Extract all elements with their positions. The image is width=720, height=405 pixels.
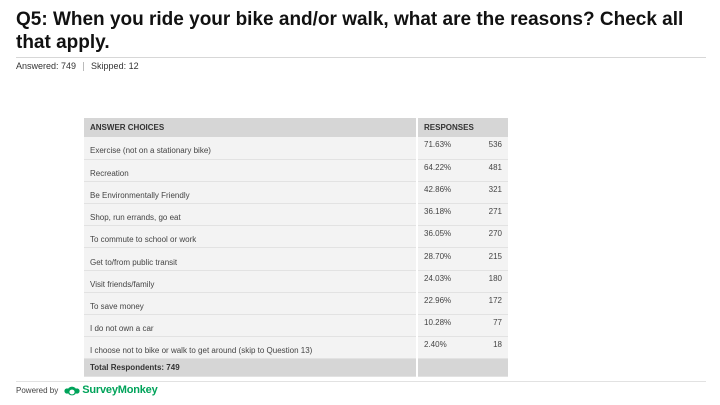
response-percent-cell: 10.28% — [416, 314, 473, 338]
answer-choice-cell: Be Environmentally Friendly — [84, 181, 417, 205]
response-percent-cell: 64.22% — [416, 159, 473, 182]
response-count-cell: 270 — [473, 225, 508, 249]
table-row: To save money 22.96% 172 — [84, 292, 508, 316]
response-count-cell: 215 — [473, 247, 508, 271]
answer-choice-cell: Shop, run errands, go eat — [84, 203, 417, 227]
response-count-cell: 536 — [473, 137, 508, 160]
answer-choice-cell: I choose not to bike or walk to get arou… — [84, 336, 417, 360]
table-row: Visit friends/family 24.03% 180 — [84, 270, 508, 293]
answer-choice-cell: To save money — [84, 292, 417, 316]
table-row: Recreation 64.22% 481 — [84, 159, 508, 182]
header-responses: RESPONSES — [416, 118, 508, 137]
response-percent-cell: 42.86% — [416, 181, 473, 205]
response-percent-cell: 28.70% — [416, 247, 473, 271]
footer-divider — [16, 381, 706, 382]
powered-by-footer: Powered by SurveyMonkey — [16, 384, 158, 396]
logo-wordmark: SurveyMonkey — [82, 384, 158, 396]
meta-separator — [83, 61, 85, 71]
table-row: Get to/from public transit 28.70% 215 — [84, 247, 508, 271]
table-row: Exercise (not on a stationary bike) 71.63… — [84, 137, 508, 160]
response-count-cell: 18 — [473, 336, 508, 360]
monkey-logo-icon — [64, 386, 80, 395]
answer-choice-cell: To commute to school or work — [84, 225, 417, 249]
table-footer-row: Total Respondents: 749 — [84, 358, 508, 378]
responses-table: ANSWER CHOICES RESPONSES Exercise (not o… — [84, 118, 508, 378]
response-count-cell: 77 — [473, 314, 508, 338]
table-row: To commute to school or work 36.05% 270 — [84, 225, 508, 249]
answer-choice-cell: Visit friends/family — [84, 270, 417, 293]
skipped-count: Skipped: 12 — [91, 61, 139, 71]
table-row: Shop, run errands, go eat 36.18% 271 — [84, 203, 508, 227]
response-count-cell: 321 — [473, 181, 508, 205]
response-count-cell: 481 — [473, 159, 508, 182]
answer-choice-cell: Recreation — [84, 159, 417, 182]
response-count-cell: 180 — [473, 270, 508, 293]
table-row: I do not own a car 10.28% 77 — [84, 314, 508, 338]
answered-count: Answered: 749 — [16, 61, 77, 71]
table-header-row: ANSWER CHOICES RESPONSES — [84, 118, 508, 137]
response-count-cell: 172 — [473, 292, 508, 316]
powered-by-label: Powered by — [16, 385, 59, 395]
response-percent-cell: 24.03% — [416, 270, 473, 293]
response-percent-cell: 71.63% — [416, 137, 473, 160]
footer-empty-cell — [416, 358, 508, 378]
answer-choice-cell: I do not own a car — [84, 314, 417, 338]
response-percent-cell: 22.96% — [416, 292, 473, 316]
response-meta: Answered: 749 Skipped: 12 — [16, 61, 139, 71]
response-percent-cell: 36.18% — [416, 203, 473, 227]
response-percent-cell: 36.05% — [416, 225, 473, 249]
title-divider — [16, 57, 706, 58]
question-title: Q5: When you ride your bike and/or walk,… — [16, 9, 684, 53]
table-row: Be Environmentally Friendly 42.86% 321 — [84, 181, 508, 205]
response-percent-cell: 2.40% — [416, 336, 473, 360]
header-answer-choices: ANSWER CHOICES — [84, 118, 417, 137]
response-count-cell: 271 — [473, 203, 508, 227]
table-row: I choose not to bike or walk to get arou… — [84, 336, 508, 360]
answer-choice-cell: Get to/from public transit — [84, 247, 417, 271]
total-respondents: Total Respondents: 749 — [84, 358, 417, 378]
surveymonkey-logo: SurveyMonkey — [64, 384, 158, 396]
answer-choice-cell: Exercise (not on a stationary bike) — [84, 137, 417, 160]
